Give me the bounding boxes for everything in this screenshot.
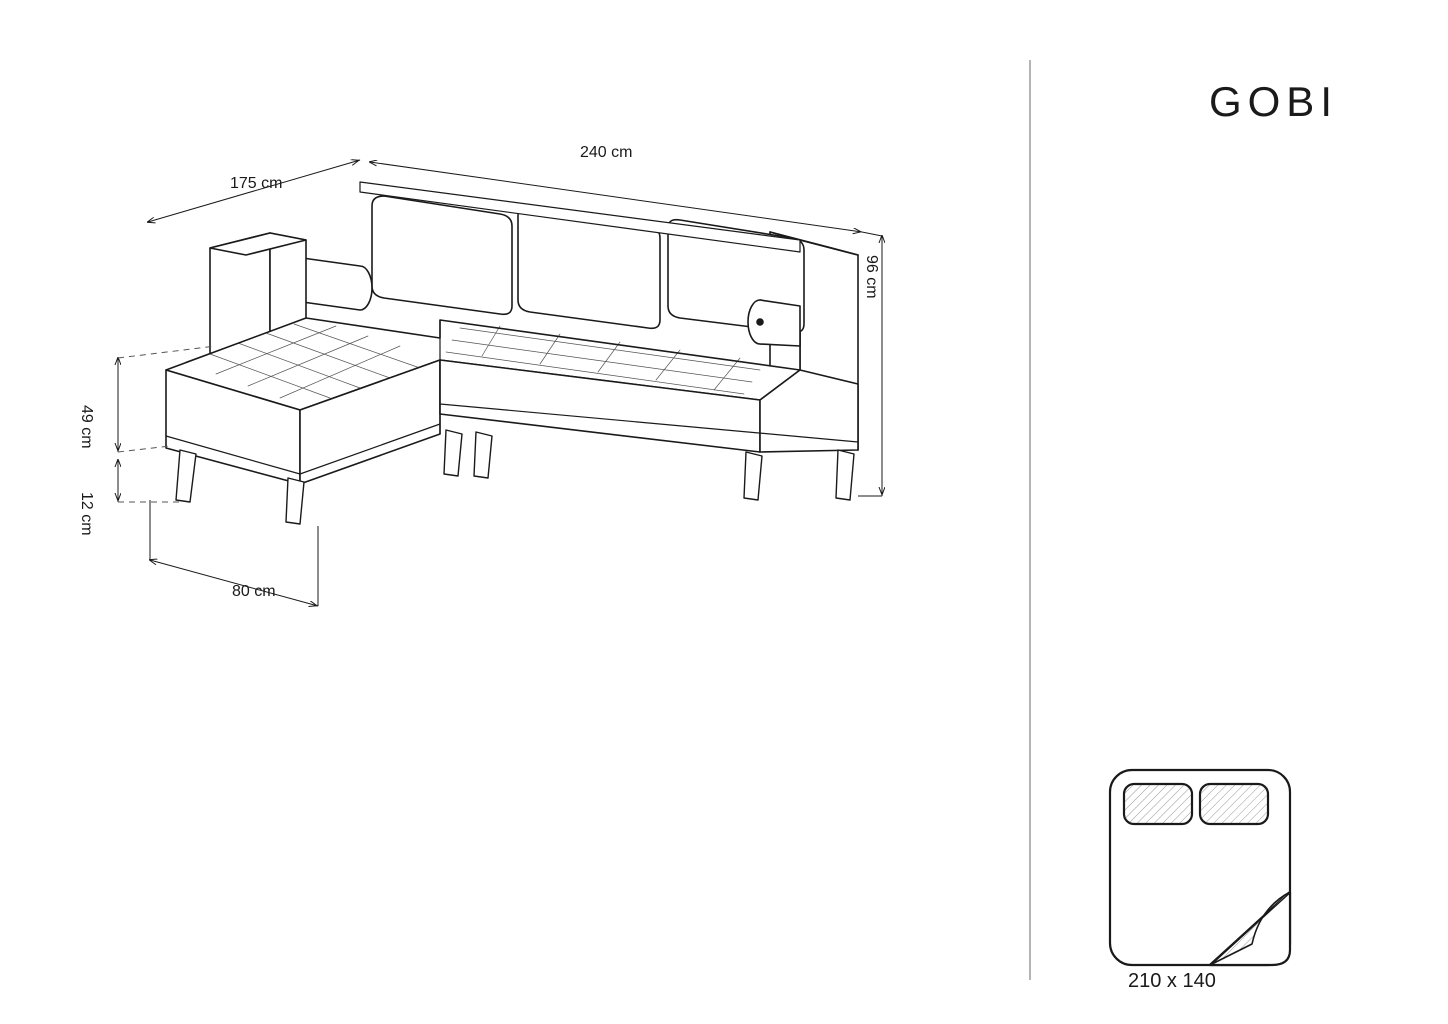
bolster-right: [748, 300, 800, 346]
dim-seat: 49 cm: [77, 405, 95, 449]
bed-size-label: 210 x 140: [1128, 970, 1216, 993]
dim-chaise: 80 cm: [232, 583, 276, 601]
dim-depth: 175 cm: [230, 175, 282, 193]
technical-drawing: [0, 0, 1448, 1024]
dim-width: 240 cm: [580, 144, 632, 162]
dim-leg: 12 cm: [77, 492, 95, 536]
sofa-illustration: [166, 182, 858, 524]
bed-size-icon: [1110, 770, 1290, 965]
dim-height: 96 cm: [862, 255, 880, 299]
